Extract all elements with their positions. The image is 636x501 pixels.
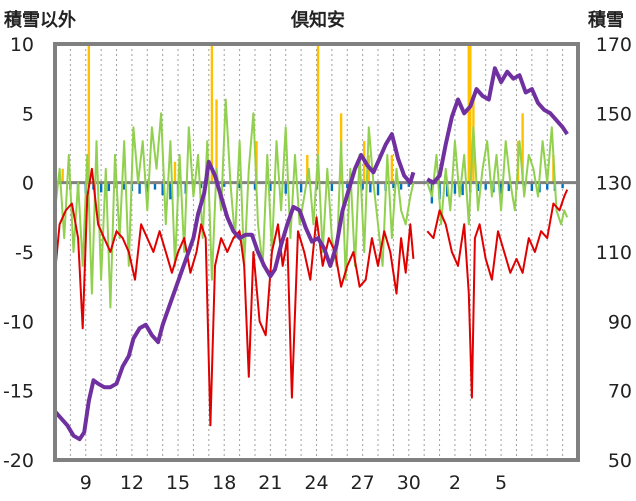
pressure-bar — [499, 182, 503, 194]
pressure-bar — [223, 182, 226, 187]
x-tick-label: 15 — [166, 472, 190, 494]
pressure-bar — [507, 182, 510, 191]
left-tick-label: -10 — [3, 311, 34, 333]
wind-line — [55, 98, 415, 309]
pressure-bar — [369, 182, 372, 193]
right-tick-label: 50 — [608, 450, 632, 472]
snowfall-bar — [316, 44, 320, 183]
plot-area — [55, 44, 578, 460]
snow-depth-line — [55, 132, 416, 442]
plot-frame — [53, 42, 580, 462]
temperature-line — [426, 189, 569, 399]
pressure-bar — [484, 182, 487, 190]
right-tick-label: 90 — [608, 311, 632, 333]
left-tick-label: 10 — [10, 34, 34, 56]
pressure-bar — [99, 182, 103, 193]
pressure-bar — [561, 182, 564, 189]
pressure-bar — [107, 182, 111, 191]
pressure-bar — [123, 182, 126, 190]
pressure-bar — [253, 182, 257, 190]
wind-line — [426, 126, 569, 226]
pressure-bar — [238, 182, 241, 189]
pressure-bar — [392, 182, 395, 189]
right-tick-label: 70 — [608, 381, 632, 403]
pressure-bar — [330, 182, 334, 191]
x-tick-label: 30 — [397, 472, 421, 494]
snowfall-bar — [87, 44, 91, 183]
left-axis-label: 積雪以外 — [3, 9, 76, 31]
pressure-bar — [299, 182, 303, 193]
x-tick-label: 18 — [212, 472, 236, 494]
pressure-bar — [461, 182, 464, 196]
right-tick-label: 150 — [596, 103, 632, 125]
pressure-bar — [199, 182, 203, 189]
pressure-bar — [376, 182, 380, 196]
pressure-bar — [161, 182, 164, 196]
x-tick-label: 2 — [449, 472, 461, 494]
right-tick-label: 130 — [596, 173, 632, 195]
left-tick-label: 5 — [22, 103, 34, 125]
chart-title: 倶知安 — [290, 9, 345, 31]
right-tick-label: 110 — [596, 242, 632, 264]
snowfall-bar — [210, 44, 214, 183]
left-tick-label: -20 — [3, 450, 34, 472]
pressure-bar — [407, 182, 410, 187]
pressure-bar — [361, 182, 364, 190]
axes: -20 -15 -10 -5 0 5 10 50 70 90 110 130 150 170 9 12 15 18… — [3, 34, 632, 494]
right-tick-label: 170 — [596, 34, 632, 56]
snowfall-bar — [61, 168, 64, 183]
snowfall-bar — [306, 154, 309, 183]
pressure-bar — [453, 182, 457, 194]
snowfall-bar — [255, 141, 258, 183]
pressure-bar — [346, 182, 349, 189]
snowfall-bar — [173, 161, 177, 183]
left-tick-label: -15 — [3, 381, 34, 403]
pressure-bar — [476, 182, 480, 191]
snowfall-bar — [390, 154, 394, 183]
pressure-bar — [399, 182, 403, 190]
x-tick-label: 5 — [495, 472, 507, 494]
right-axis-label: 積雪 — [587, 9, 624, 31]
pressure-bar — [138, 182, 141, 194]
x-tick-label: 12 — [120, 472, 144, 494]
pressure-bar — [546, 182, 549, 190]
snow-depth-line — [426, 66, 569, 185]
pressure-bar — [284, 182, 287, 194]
pressure-bar — [146, 182, 149, 193]
snowfall-bar — [521, 113, 524, 183]
snowfall-bar — [469, 44, 472, 183]
pressure-bar — [153, 182, 157, 190]
pressure-bar — [530, 182, 534, 191]
x-tick-label: 9 — [80, 472, 92, 494]
pressure-bar — [269, 182, 272, 191]
x-tick-label: 27 — [351, 472, 375, 494]
x-tick-label: 24 — [304, 472, 328, 494]
pressure-bar — [169, 182, 172, 200]
snowfall-bar — [215, 99, 218, 183]
left-tick-label: 0 — [22, 173, 34, 195]
snowfall-bar — [467, 44, 470, 183]
x-tick-label: 21 — [258, 472, 282, 494]
left-tick-label: -5 — [15, 242, 34, 264]
